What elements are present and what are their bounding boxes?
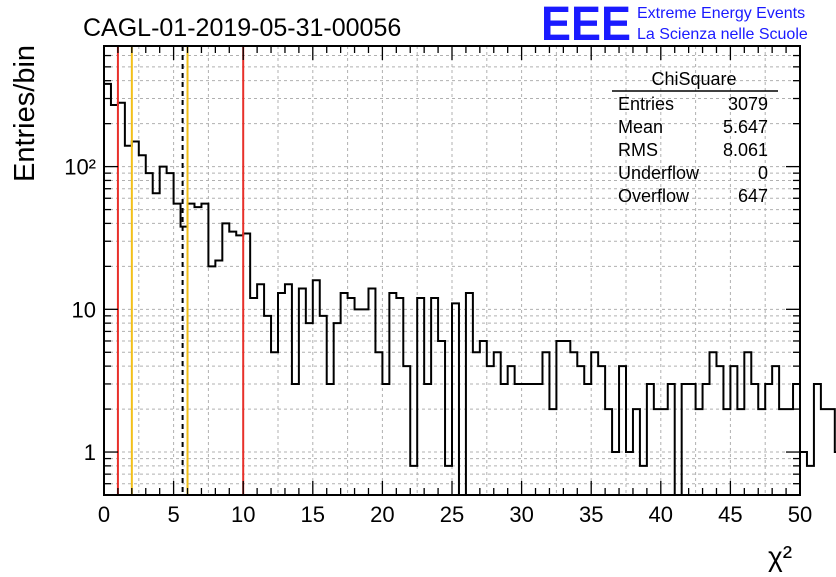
stats-label-overflow: Overflow	[618, 186, 690, 206]
x-tick-label: 40	[649, 502, 673, 527]
stats-box: ChiSquare Entries 3079 Mean 5.647 RMS 8.…	[612, 69, 778, 206]
stats-label-rms: RMS	[618, 140, 658, 160]
x-tick-label: 30	[509, 502, 533, 527]
stats-value-mean: 5.647	[723, 117, 768, 137]
stats-label-underflow: Underflow	[618, 163, 700, 183]
x-tick-label: 50	[788, 502, 812, 527]
stats-box-title: ChiSquare	[651, 69, 736, 89]
x-tick-label: 25	[440, 502, 464, 527]
x-tick-label: 35	[579, 502, 603, 527]
y-tick-labels: 1 10 10²	[64, 155, 96, 465]
x-tick-label: 0	[98, 502, 110, 527]
eee-logo-mark: EEE	[541, 0, 631, 51]
stats-value-underflow: 0	[758, 163, 768, 183]
x-tick-label: 10	[231, 502, 255, 527]
y-tick-label: 10	[72, 297, 96, 322]
axis-ticks	[103, 46, 801, 495]
histogram-outline	[104, 82, 836, 496]
stats-value-rms: 8.061	[723, 140, 768, 160]
x-tick-label: 5	[167, 502, 179, 527]
x-tick-label: 45	[718, 502, 742, 527]
x-axis-label: χ²	[768, 541, 792, 572]
y-axis-label: Entries/bin	[9, 45, 41, 182]
y-tick-label: 10²	[64, 155, 96, 180]
y-tick-label: 1	[84, 440, 96, 465]
stats-label-entries: Entries	[618, 94, 674, 114]
reference-lines	[116, 46, 245, 495]
chart-title: CAGL-01-2019-05-31-00056	[83, 14, 401, 42]
logo-line-1: Extreme Energy Events	[637, 5, 805, 22]
stats-value-entries: 3079	[728, 94, 768, 114]
eee-logo: EEE Extreme Energy Events La Scienza nel…	[541, 0, 808, 51]
histogram-bars	[104, 82, 836, 496]
x-tick-label: 15	[301, 502, 325, 527]
x-tick-labels: 0 5 10 15 20 25 30 35 40 45 50	[98, 502, 812, 527]
logo-line-2: La Scienza nelle Scuole	[637, 26, 808, 43]
x-tick-label: 20	[370, 502, 394, 527]
stats-label-mean: Mean	[618, 117, 663, 137]
stats-value-overflow: 647	[738, 186, 768, 206]
